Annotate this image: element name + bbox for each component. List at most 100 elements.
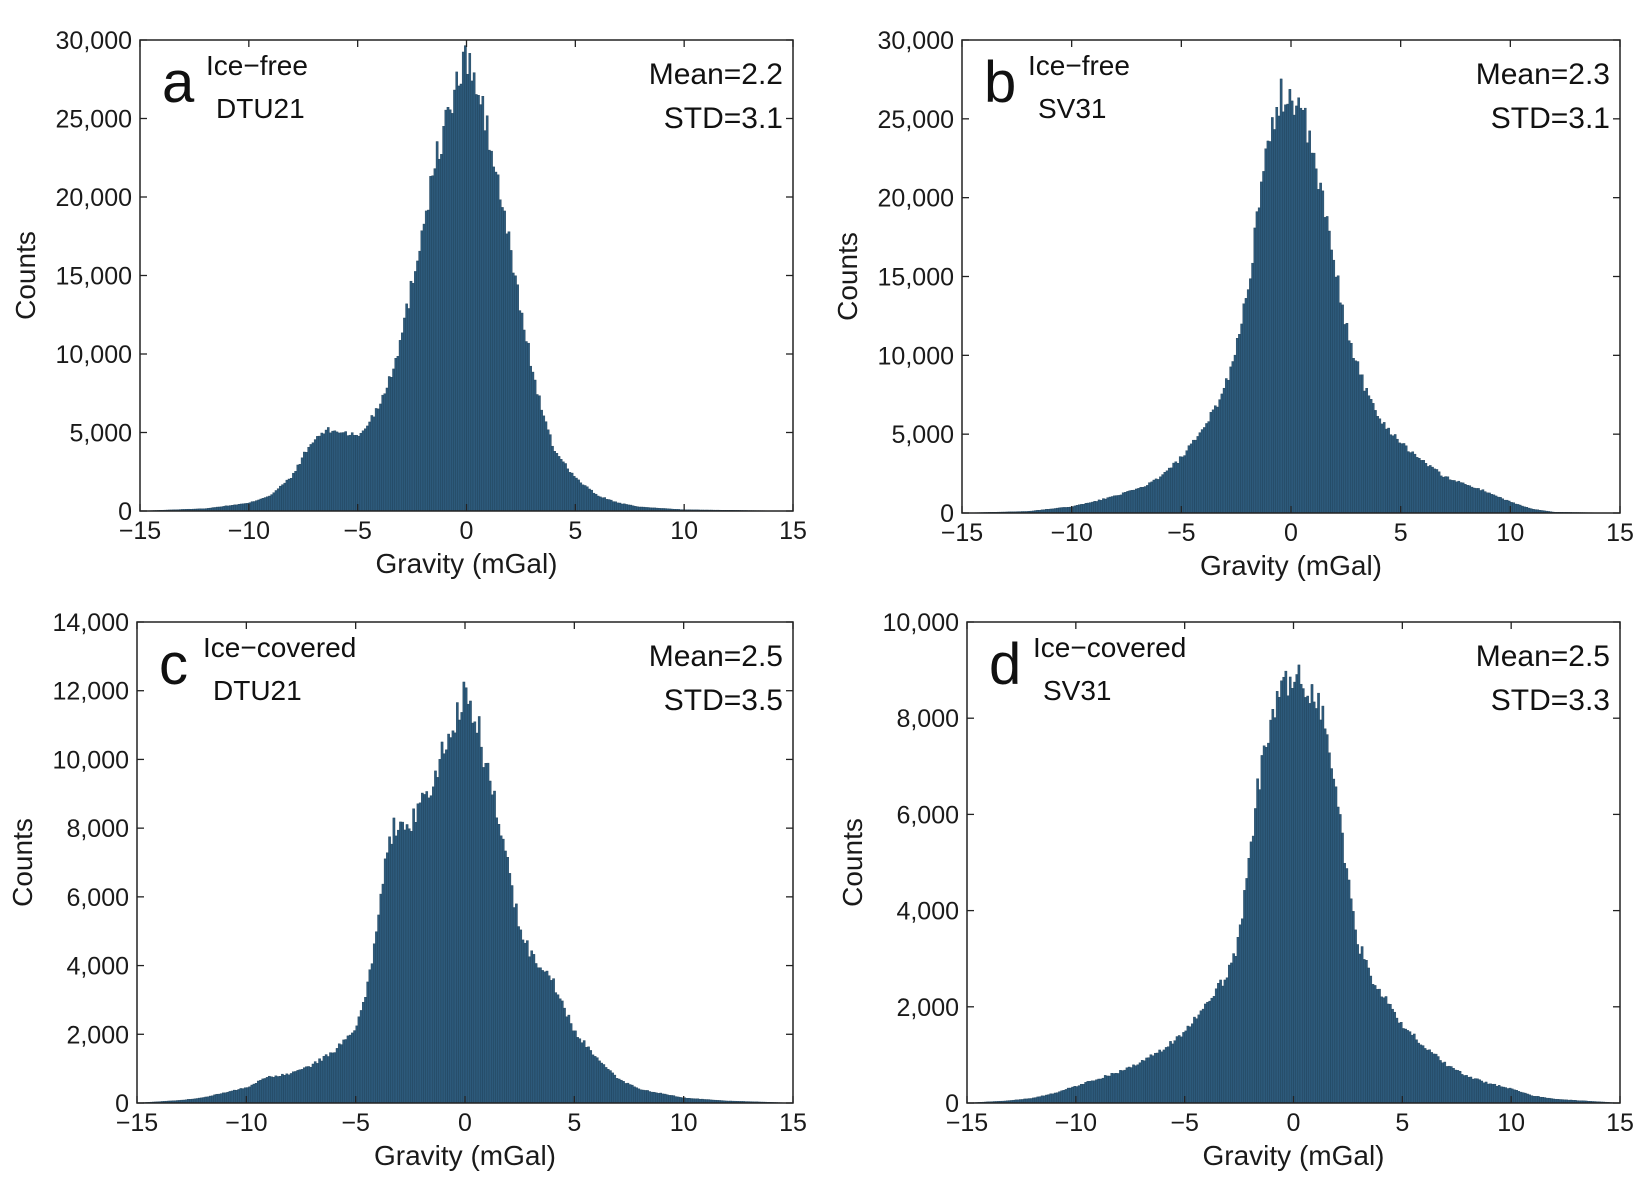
histogram-bar <box>235 1090 238 1104</box>
histogram-bar <box>1097 499 1101 514</box>
histogram-bar <box>1060 507 1064 514</box>
histogram-bar <box>1126 491 1129 514</box>
histogram-bar <box>1182 1032 1185 1104</box>
histogram-bar <box>1047 1094 1050 1104</box>
histogram-bar <box>1488 492 1491 514</box>
y-axis-label: Counts <box>7 818 38 907</box>
histogram-bar <box>1521 1092 1525 1104</box>
histogram-bar <box>1516 504 1520 514</box>
histogram-bar <box>1275 691 1279 1104</box>
histogram-bar <box>407 308 411 512</box>
y-tick-label: 20,000 <box>878 185 954 213</box>
histogram-bar <box>659 1092 662 1104</box>
histogram-bar <box>588 488 591 512</box>
histogram-bar <box>405 303 408 512</box>
histogram-bar <box>1125 1067 1129 1104</box>
histogram-bar <box>1249 278 1252 514</box>
histogram-bar <box>1330 768 1333 1104</box>
histogram-bar <box>1141 487 1145 514</box>
histogram-bar <box>672 1095 676 1104</box>
histogram-bar <box>546 429 550 512</box>
histogram-bar <box>553 451 556 512</box>
histogram-bar <box>381 394 384 512</box>
histogram-bar <box>281 484 284 512</box>
histogram-bar <box>1115 495 1118 514</box>
histogram-bar <box>1241 918 1244 1104</box>
histogram-bars <box>136 681 794 1104</box>
histogram-bar <box>1334 276 1338 514</box>
histogram-bar <box>1323 728 1327 1104</box>
histogram-bar <box>534 963 538 1104</box>
histogram-bar <box>1437 471 1441 514</box>
histogram-bar <box>294 471 297 512</box>
annotation-model: SV31 <box>1043 675 1112 706</box>
histogram-bar <box>506 857 509 1104</box>
histogram-bar <box>1457 480 1461 514</box>
histogram-bar <box>1165 470 1169 514</box>
histogram-bar <box>1500 1086 1503 1104</box>
histogram-bar <box>1197 1014 1201 1104</box>
histogram-bar <box>1278 696 1281 1104</box>
histogram-bar <box>1515 1090 1518 1104</box>
histogram-bar <box>466 73 469 512</box>
histogram-bar <box>1089 502 1092 514</box>
histogram-bar <box>456 702 459 1104</box>
x-tick-label: 15 <box>779 1109 807 1137</box>
histogram-bar <box>648 1091 652 1104</box>
histogram-bar <box>1222 387 1226 514</box>
histogram-bar <box>1389 434 1393 514</box>
x-tick-label: 10 <box>1497 1109 1525 1137</box>
histogram-bar <box>1310 152 1314 514</box>
histogram-bar <box>401 821 404 1104</box>
x-tick-label: 0 <box>458 1109 472 1137</box>
histogram-bar <box>405 824 409 1104</box>
histogram-bar <box>618 502 622 512</box>
histogram-bar <box>292 472 295 512</box>
histogram-bar <box>1343 862 1346 1104</box>
histogram-bar <box>217 1093 221 1104</box>
y-tick-label: 14,000 <box>53 609 129 637</box>
histogram-bar <box>1108 496 1112 514</box>
histogram-bar <box>1424 463 1428 514</box>
histogram-bar <box>427 797 431 1104</box>
histogram-bar <box>1528 1094 1531 1104</box>
histogram-bar <box>1362 959 1366 1104</box>
histogram-bar <box>1251 262 1254 514</box>
histogram-bar <box>1113 495 1116 514</box>
histogram-bar <box>1153 1052 1157 1104</box>
histogram-bar <box>300 457 304 512</box>
histogram-bar <box>1445 1066 1449 1104</box>
stats-mean: Mean=2.5 <box>1476 640 1610 673</box>
histogram-bar <box>1181 456 1184 514</box>
histogram-bar <box>431 175 435 512</box>
y-tick-label: 10,000 <box>878 342 954 370</box>
histogram-bar <box>1517 1091 1521 1104</box>
histogram-bar <box>1537 1096 1540 1104</box>
histogram-bar <box>601 497 604 512</box>
histogram-bar <box>1282 676 1285 1104</box>
histogram-bar <box>567 1014 571 1104</box>
histogram-bar <box>1496 496 1500 514</box>
histogram-bar <box>1073 505 1077 514</box>
histogram-bar <box>1345 868 1349 1104</box>
histogram-bar <box>351 1032 354 1104</box>
histogram-bar <box>1352 358 1355 514</box>
histogram-bar <box>1093 1080 1096 1104</box>
histogram-bar <box>1319 182 1322 514</box>
histogram-bar <box>237 504 241 512</box>
histogram-bar <box>346 435 350 512</box>
histogram-bar <box>1467 1076 1471 1104</box>
histogram-bar <box>1489 1083 1492 1104</box>
histogram-bar <box>1284 104 1287 514</box>
histogram-bar <box>488 780 492 1104</box>
histogram-bar <box>604 1067 608 1104</box>
histogram-bar <box>1082 504 1086 514</box>
histogram-bar <box>627 504 630 512</box>
histogram-bar <box>591 1054 595 1104</box>
histogram-bar <box>1079 1084 1083 1104</box>
histogram-bar <box>1171 1043 1174 1104</box>
histogram-bar <box>1389 1004 1392 1104</box>
histogram-bar <box>309 444 313 512</box>
histogram-bar <box>1428 1049 1431 1104</box>
histogram-bar <box>499 835 503 1104</box>
